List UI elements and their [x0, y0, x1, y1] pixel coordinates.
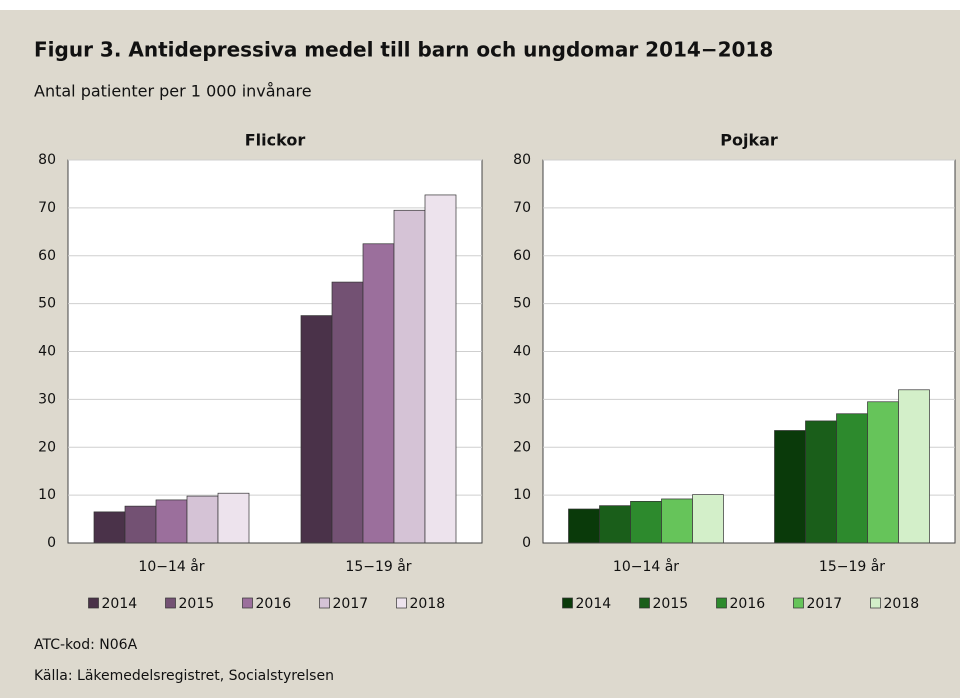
- chart-title: Flickor: [245, 131, 306, 150]
- bar: [836, 413, 868, 544]
- legend-swatch: [242, 597, 253, 609]
- bar: [898, 389, 930, 544]
- bar: [661, 498, 693, 544]
- y-tick-label: 20: [513, 439, 531, 455]
- legend-label: 2016: [256, 596, 292, 612]
- legend-label: 2015: [653, 596, 689, 612]
- bar: [93, 511, 126, 544]
- top-border: [0, 0, 960, 10]
- y-tick-label: 60: [38, 248, 56, 264]
- legend-label: 2014: [102, 596, 138, 612]
- legend-label: 2017: [333, 596, 369, 612]
- bar: [424, 194, 457, 544]
- legend-label: 2016: [730, 596, 766, 612]
- x-tick-label: 15−19 år: [819, 558, 885, 575]
- y-tick-label: 70: [38, 200, 56, 216]
- y-tick-label: 30: [38, 391, 56, 407]
- legend-swatch: [319, 597, 330, 609]
- chart-title: Pojkar: [720, 131, 778, 150]
- y-tick-label: 40: [513, 344, 531, 360]
- legend-swatch: [793, 597, 804, 609]
- subtitle: Antal patienter per 1 000 invånare: [34, 82, 312, 101]
- legend-label: 2017: [807, 596, 843, 612]
- bar: [155, 499, 188, 544]
- bar: [300, 315, 333, 544]
- legend-swatch: [396, 597, 407, 609]
- y-tick-label: 30: [513, 391, 531, 407]
- bar: [630, 500, 662, 544]
- bar: [774, 430, 806, 544]
- bar: [568, 508, 600, 544]
- legend-swatch: [639, 597, 650, 609]
- bar: [393, 209, 426, 544]
- bar: [805, 420, 837, 544]
- bar: [186, 495, 219, 544]
- legend-label: 2015: [179, 596, 215, 612]
- x-tick-label: 10−14 år: [138, 558, 204, 575]
- x-tick-label: 15−19 år: [345, 558, 411, 575]
- note: ATC-kod: N06A: [34, 637, 138, 653]
- legend-label: 2018: [410, 596, 446, 612]
- y-tick-label: 40: [38, 344, 56, 360]
- bar: [692, 494, 724, 544]
- bar: [331, 281, 364, 544]
- y-tick-label: 60: [513, 248, 531, 264]
- legend-swatch: [716, 597, 727, 609]
- legend-swatch: [562, 597, 573, 609]
- y-tick-label: 10: [513, 487, 531, 503]
- bar: [124, 505, 157, 544]
- y-tick-label: 10: [38, 487, 56, 503]
- y-tick-label: 50: [513, 296, 531, 312]
- y-tick-label: 80: [38, 152, 56, 168]
- y-tick-label: 50: [38, 296, 56, 312]
- y-tick-label: 70: [513, 200, 531, 216]
- bar: [362, 243, 395, 544]
- legend-swatch: [165, 597, 176, 609]
- legend-label: 2014: [576, 596, 612, 612]
- legend-label: 2018: [884, 596, 920, 612]
- y-tick-label: 20: [38, 439, 56, 455]
- legend-swatch: [870, 597, 881, 609]
- legend-swatch: [88, 597, 99, 609]
- y-tick-label: 0: [47, 535, 56, 551]
- bar: [599, 505, 631, 544]
- bar: [867, 401, 899, 544]
- y-tick-label: 0: [522, 535, 531, 551]
- x-tick-label: 10−14 år: [613, 558, 679, 575]
- title: Figur 3. Antidepressiva medel till barn …: [34, 38, 773, 62]
- bar: [217, 492, 250, 544]
- note: Källa: Läkemedelsregistret, Socialstyrel…: [34, 668, 334, 684]
- y-tick-label: 80: [513, 152, 531, 168]
